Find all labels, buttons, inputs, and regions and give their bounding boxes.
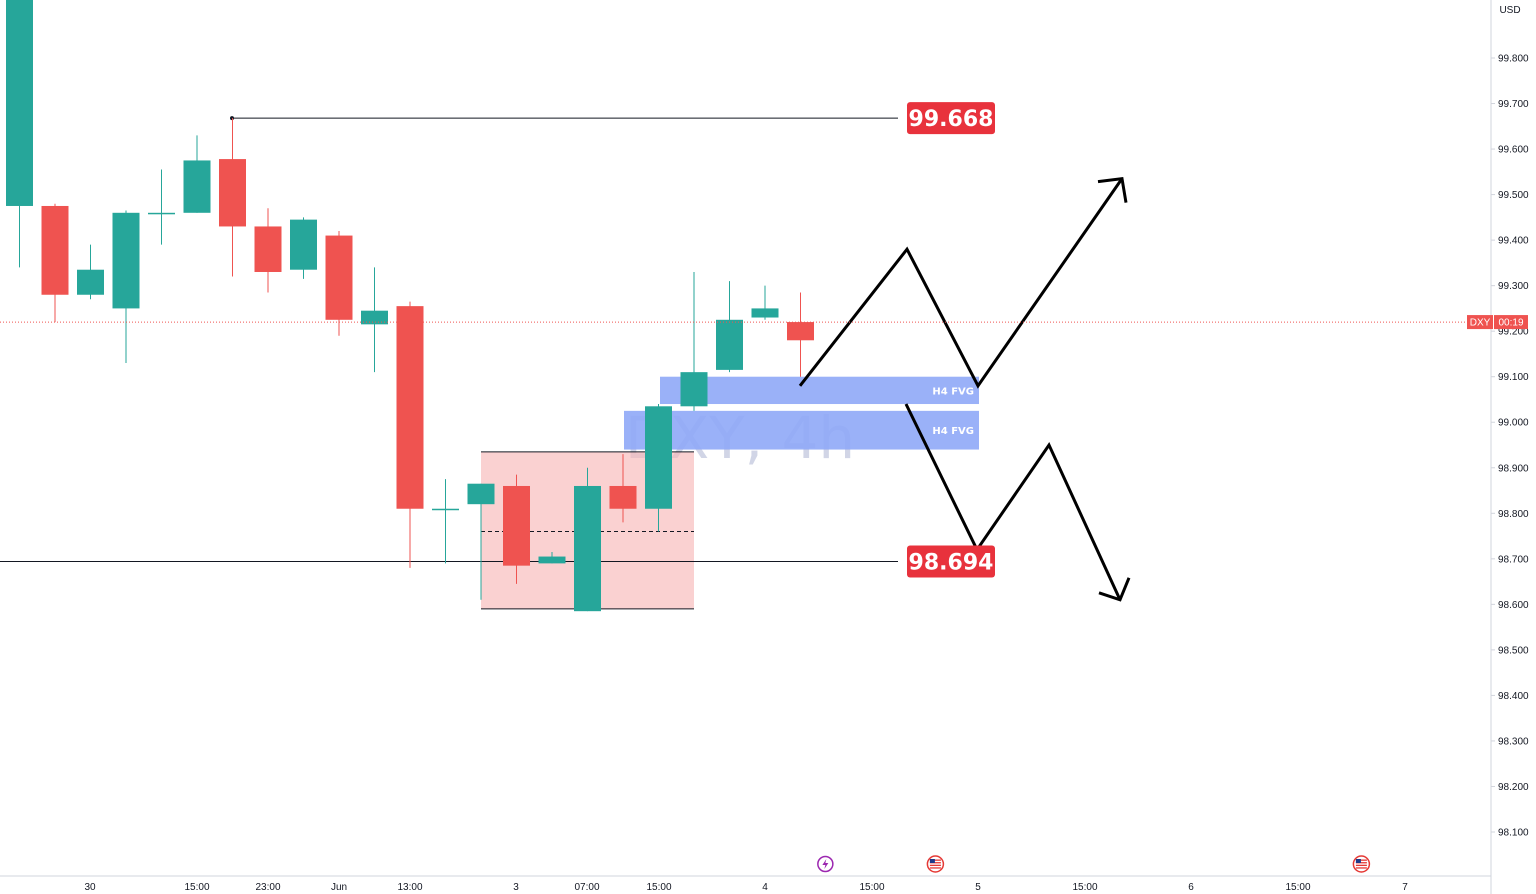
arrowhead-down-icon xyxy=(1098,577,1131,602)
countdown-badge xyxy=(1494,315,1528,330)
candle-body[interactable] xyxy=(77,269,104,295)
projection-down-path[interactable] xyxy=(904,403,1122,601)
time-tick-label: 15:00 xyxy=(1285,882,1310,893)
time-tick-label: 30 xyxy=(84,882,96,893)
candle-body[interactable] xyxy=(396,306,424,509)
candle-body[interactable] xyxy=(503,485,530,566)
price-tick-label: 99.800 xyxy=(1498,54,1529,65)
currency-label: USD xyxy=(1499,5,1520,16)
candle-body[interactable] xyxy=(112,212,140,309)
candle-body[interactable] xyxy=(467,483,495,505)
candle-body[interactable] xyxy=(219,159,246,227)
candle-body[interactable] xyxy=(680,372,708,407)
candle-body[interactable] xyxy=(325,235,353,320)
candle-body[interactable] xyxy=(148,212,175,215)
candle-body[interactable] xyxy=(538,556,566,564)
price-tick-label: 99.600 xyxy=(1498,145,1529,156)
fvg-zone-label: H4 FVG xyxy=(932,386,974,397)
candle-body[interactable] xyxy=(254,226,282,272)
time-tick-label: 15:00 xyxy=(184,882,209,893)
candle-body[interactable] xyxy=(645,406,672,509)
time-tick-label: 4 xyxy=(762,882,768,893)
fvg-zone[interactable] xyxy=(660,376,979,405)
us-flag-icon[interactable] xyxy=(926,855,945,873)
price-tick-label: 98.900 xyxy=(1498,463,1529,474)
candle-body[interactable] xyxy=(183,160,211,213)
price-tick-label: 99.400 xyxy=(1498,236,1529,247)
symbol-tag-text: DXY xyxy=(1470,318,1491,329)
time-tick-label: Jun xyxy=(331,882,347,893)
price-tick-label: 98.700 xyxy=(1498,554,1529,565)
time-tick-label: 7 xyxy=(1402,882,1408,893)
candle-body[interactable] xyxy=(574,485,601,612)
candle-body[interactable] xyxy=(751,308,779,318)
time-tick-label: 07:00 xyxy=(574,882,599,893)
candle-body[interactable] xyxy=(787,322,814,341)
level-price-badge[interactable] xyxy=(907,102,995,135)
price-tick-label: 98.400 xyxy=(1498,691,1529,702)
candle-body[interactable] xyxy=(716,319,743,370)
time-tick-label: 15:00 xyxy=(1072,882,1097,893)
candle-body[interactable] xyxy=(6,0,33,206)
price-tick-label: 98.300 xyxy=(1498,736,1529,747)
symbol-tag-badge xyxy=(1467,315,1493,330)
time-tick-label: 13:00 xyxy=(397,882,422,893)
level-price-text: 98.694 xyxy=(909,551,994,576)
level-price-badge[interactable] xyxy=(907,545,995,578)
time-tick-label: 23:00 xyxy=(255,882,280,893)
level-price-text: 99.668 xyxy=(909,107,994,132)
time-tick-label: 3 xyxy=(513,882,519,893)
price-tick-label: 99.100 xyxy=(1498,372,1529,383)
price-tick-label: 98.500 xyxy=(1498,645,1529,656)
time-tick-label: 6 xyxy=(1188,882,1194,893)
price-tick-label: 99.000 xyxy=(1498,418,1529,429)
candle-body[interactable] xyxy=(609,485,637,509)
time-tick-label: 5 xyxy=(975,882,981,893)
price-tick-label: 99.200 xyxy=(1498,327,1529,338)
countdown-text: 00:19 xyxy=(1498,318,1523,329)
fvg-zone-label: H4 FVG xyxy=(932,426,974,437)
time-tick-label: 15:00 xyxy=(859,882,884,893)
price-tick-label: 98.800 xyxy=(1498,509,1529,520)
arrowhead-up-icon xyxy=(1097,176,1128,203)
candle-body[interactable] xyxy=(432,508,459,511)
us-flag-icon[interactable] xyxy=(1352,855,1371,873)
candle-body[interactable] xyxy=(361,310,388,325)
price-tick-label: 99.500 xyxy=(1498,190,1529,201)
price-tick-label: 99.700 xyxy=(1498,99,1529,110)
price-tick-label: 98.600 xyxy=(1498,600,1529,611)
projection-up-path[interactable] xyxy=(798,177,1124,389)
candle-body[interactable] xyxy=(290,219,317,270)
time-tick-label: 15:00 xyxy=(646,882,671,893)
candle-body[interactable] xyxy=(41,205,69,295)
price-tick-label: 98.200 xyxy=(1498,782,1529,793)
price-tick-label: 98.100 xyxy=(1498,828,1529,839)
lightning-icon[interactable] xyxy=(817,855,834,873)
price-tick-label: 99.300 xyxy=(1498,281,1529,292)
